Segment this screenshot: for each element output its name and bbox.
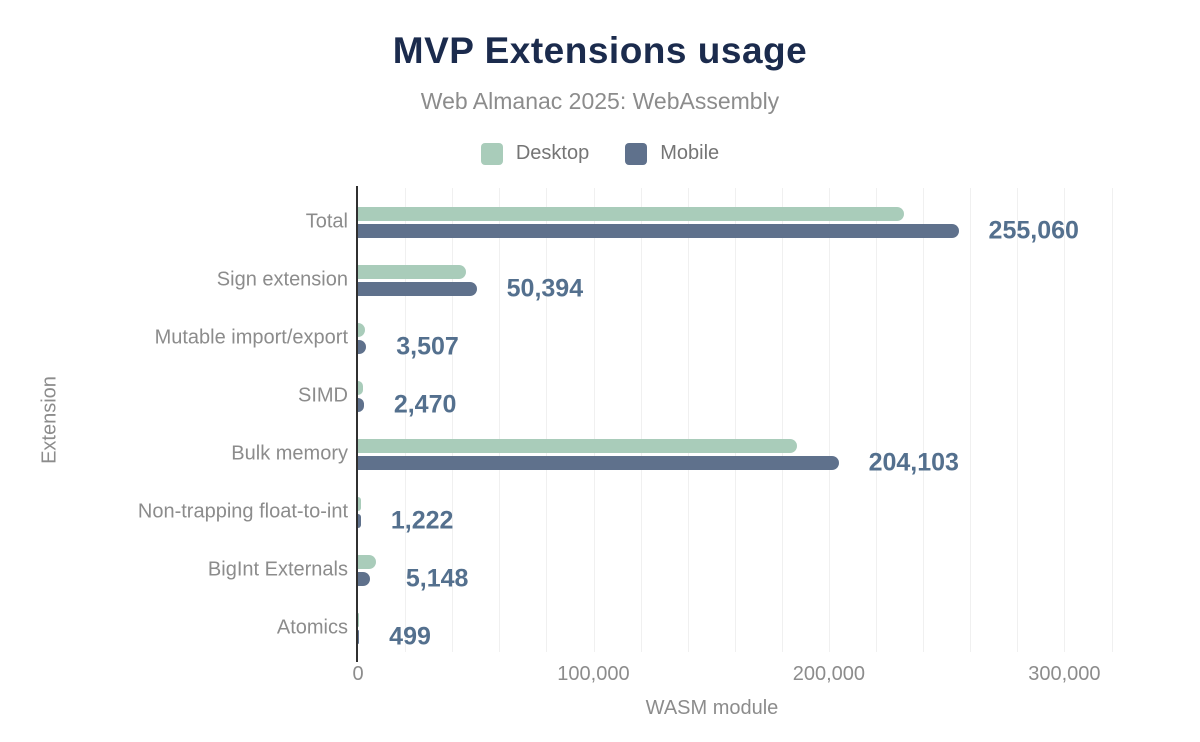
mobile-bar — [358, 398, 364, 412]
gridline — [781, 188, 783, 652]
desktop-bar — [358, 439, 798, 453]
chart-title: MVP Extensions usage — [392, 30, 808, 71]
gridline — [687, 188, 689, 652]
category-label: Non-trapping float-to-int — [137, 500, 348, 523]
mobile-bar — [358, 282, 477, 296]
value-label: 3,507 — [396, 332, 459, 361]
gridline — [452, 188, 454, 652]
desktop-bar — [358, 381, 363, 395]
gridline — [734, 188, 736, 652]
value-label: 255,060 — [988, 216, 1079, 245]
category-label: Atomics — [276, 616, 348, 639]
mobile-bar — [358, 224, 959, 238]
x-tick-label: 200,000 — [792, 663, 866, 685]
value-label: 1,222 — [390, 506, 454, 535]
x-tick-label: 300,000 — [1028, 663, 1101, 685]
mobile-bar — [358, 514, 361, 528]
plot-area — [358, 188, 1135, 652]
legend-item-desktop[interactable]: Desktop — [480, 142, 590, 165]
mobile-swatch-icon — [625, 142, 648, 165]
desktop-bar — [358, 497, 361, 511]
chart-subtitle: Web Almanac 2025: WebAssembly — [420, 88, 780, 114]
category-label: Bulk memory — [231, 442, 348, 465]
desktop-bar — [358, 555, 376, 569]
gridline — [1064, 188, 1066, 652]
value-label: 499 — [389, 622, 431, 651]
category-label: Sign extension — [216, 268, 348, 291]
gridline — [546, 188, 548, 652]
legend-label-mobile: Mobile — [660, 142, 720, 164]
desktop-bar — [358, 207, 905, 221]
mobile-bar — [358, 572, 371, 586]
x-axis-title: WASM module — [645, 697, 779, 719]
gridline — [970, 188, 972, 652]
mobile-bar — [358, 456, 839, 470]
mobile-bar — [358, 630, 360, 644]
desktop-bar — [358, 323, 366, 337]
gridline — [593, 188, 595, 652]
category-label: BigInt Externals — [207, 558, 348, 581]
category-label: SIMD — [298, 384, 348, 407]
legend-label-desktop: Desktop — [515, 142, 590, 164]
gridline — [499, 188, 501, 652]
value-label: 50,394 — [506, 274, 584, 303]
x-tick-label: 100,000 — [557, 663, 630, 685]
gridline — [876, 188, 877, 652]
y-axis-line — [356, 186, 358, 662]
value-label: 204,103 — [868, 448, 959, 477]
value-label: 5,148 — [405, 564, 469, 593]
gridline — [923, 188, 925, 652]
desktop-bar — [358, 613, 359, 627]
desktop-swatch-icon — [480, 142, 503, 165]
category-label: Mutable import/export — [154, 326, 348, 349]
x-tick-label: 0 — [352, 663, 364, 685]
desktop-bar — [358, 265, 467, 279]
category-label: Total — [305, 210, 348, 233]
gridline — [828, 188, 830, 652]
gridline — [1017, 188, 1019, 652]
mobile-bar — [358, 340, 367, 354]
gridline — [640, 188, 642, 652]
legend: Desktop Mobile — [0, 142, 1200, 165]
gridline — [1111, 188, 1113, 652]
gridline — [405, 188, 407, 652]
value-label: 2,470 — [393, 390, 457, 419]
legend-item-mobile[interactable]: Mobile — [625, 142, 719, 165]
